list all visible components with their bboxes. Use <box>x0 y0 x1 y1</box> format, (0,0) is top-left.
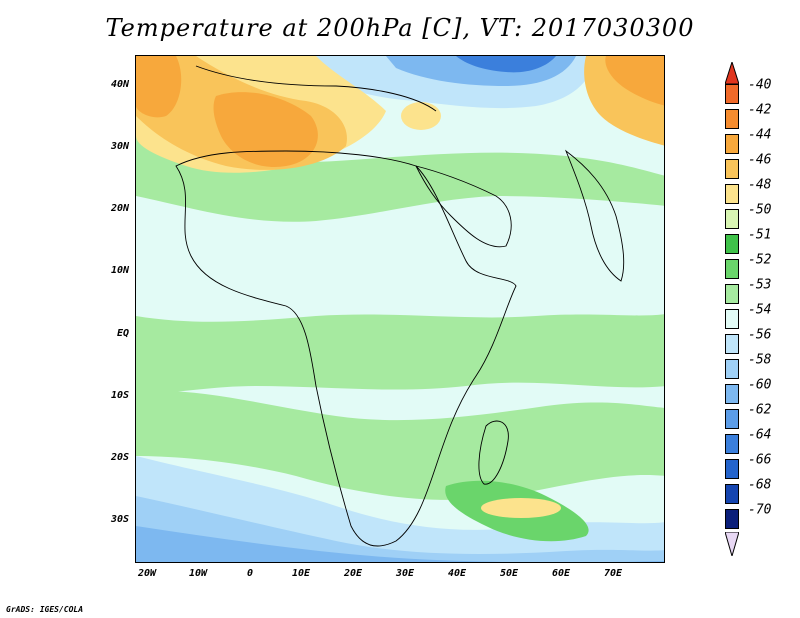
colorbar-swatch <box>725 209 739 229</box>
colorbar-label: -51 <box>748 227 772 243</box>
y-tick-label: 20N <box>110 203 129 214</box>
y-tick-label: 40N <box>110 79 129 90</box>
colorbar-swatch <box>725 109 739 129</box>
coastline-europe <box>195 65 437 112</box>
colorbar-swatch <box>725 334 739 354</box>
colorbar-swatch <box>725 284 739 304</box>
colorbar-label: -54 <box>748 302 772 318</box>
colorbar-swatch <box>725 134 739 154</box>
coldest-region-north <box>456 56 556 73</box>
band-green-south <box>136 390 664 500</box>
warm-patch-indian-ocean <box>481 498 561 518</box>
y-tick-label: EQ <box>116 328 129 339</box>
x-tick-label: 40E <box>447 568 467 579</box>
colorbar-label: -66 <box>748 452 772 468</box>
y-tick-label: 30N <box>110 141 129 152</box>
warmer-region-asia <box>605 56 664 106</box>
colorbar-label: -70 <box>748 502 772 518</box>
colorbar-swatch <box>725 509 739 529</box>
x-tick-label: 20W <box>137 568 157 579</box>
colorbar-bottom-arrow <box>725 532 739 556</box>
colorbar-label: -48 <box>748 177 772 193</box>
colorbar-swatch <box>725 184 739 204</box>
coastline-india <box>564 149 625 282</box>
colorbar-label: -52 <box>748 252 772 268</box>
colorbar-label: -56 <box>748 327 772 343</box>
x-tick-label: 20E <box>343 568 363 579</box>
x-tick-label: 10W <box>188 568 208 579</box>
colorbar-top-arrow <box>725 62 739 84</box>
warmest-region-sahara <box>213 92 318 167</box>
footer-credit: GrADS: IGES/COLA <box>6 605 84 614</box>
coastline-africa <box>175 150 517 547</box>
colorbar-label: -42 <box>748 102 772 118</box>
x-tick-label: 0 <box>246 568 254 579</box>
colorbar-swatch <box>725 234 739 254</box>
colorbar-swatch <box>725 159 739 179</box>
colorbar-label: -53 <box>748 277 772 293</box>
warm-region-west <box>136 56 182 118</box>
x-tick-label: 60E <box>551 568 571 579</box>
y-tick-label: 10S <box>110 390 129 401</box>
colorbar-swatch <box>725 384 739 404</box>
x-tick-label: 10E <box>291 568 311 579</box>
colorbar-swatch <box>725 484 739 504</box>
y-tick-label: 30S <box>110 514 129 525</box>
colorbar-label: -62 <box>748 402 772 418</box>
colorbar-swatch <box>725 434 739 454</box>
y-tick-label: 10N <box>110 265 129 276</box>
colorbar-label: -50 <box>748 202 772 218</box>
colorbar-label: -68 <box>748 477 772 493</box>
band-green-equator <box>136 314 664 393</box>
colorbar-swatch <box>725 409 739 429</box>
map-panel <box>135 55 665 563</box>
colorbar-swatch <box>725 259 739 279</box>
colorbar-label: -46 <box>748 152 772 168</box>
coastline-arabia <box>415 165 512 248</box>
colorbar-swatch <box>725 359 739 379</box>
warm-patch-middle-east <box>401 102 441 130</box>
colorbar-swatch <box>725 84 739 104</box>
colorbar-swatch <box>725 459 739 479</box>
chart-title: Temperature at 200hPa [C], VT: 201703030… <box>105 14 695 42</box>
y-tick-label: 20S <box>110 452 129 463</box>
band-green-north <box>136 126 664 222</box>
x-tick-label: 50E <box>499 568 519 579</box>
coastline-madagascar <box>478 420 509 485</box>
colorbar-swatch <box>725 309 739 329</box>
colorbar-label: -58 <box>748 352 772 368</box>
x-tick-label: 30E <box>395 568 415 579</box>
x-tick-label: 70E <box>603 568 623 579</box>
coldest-region-south <box>136 526 664 562</box>
colorbar-label: -40 <box>748 77 772 93</box>
colorbar-label: -60 <box>748 377 772 393</box>
colorbar-label: -64 <box>748 427 772 443</box>
colorbar-label: -44 <box>748 127 772 143</box>
